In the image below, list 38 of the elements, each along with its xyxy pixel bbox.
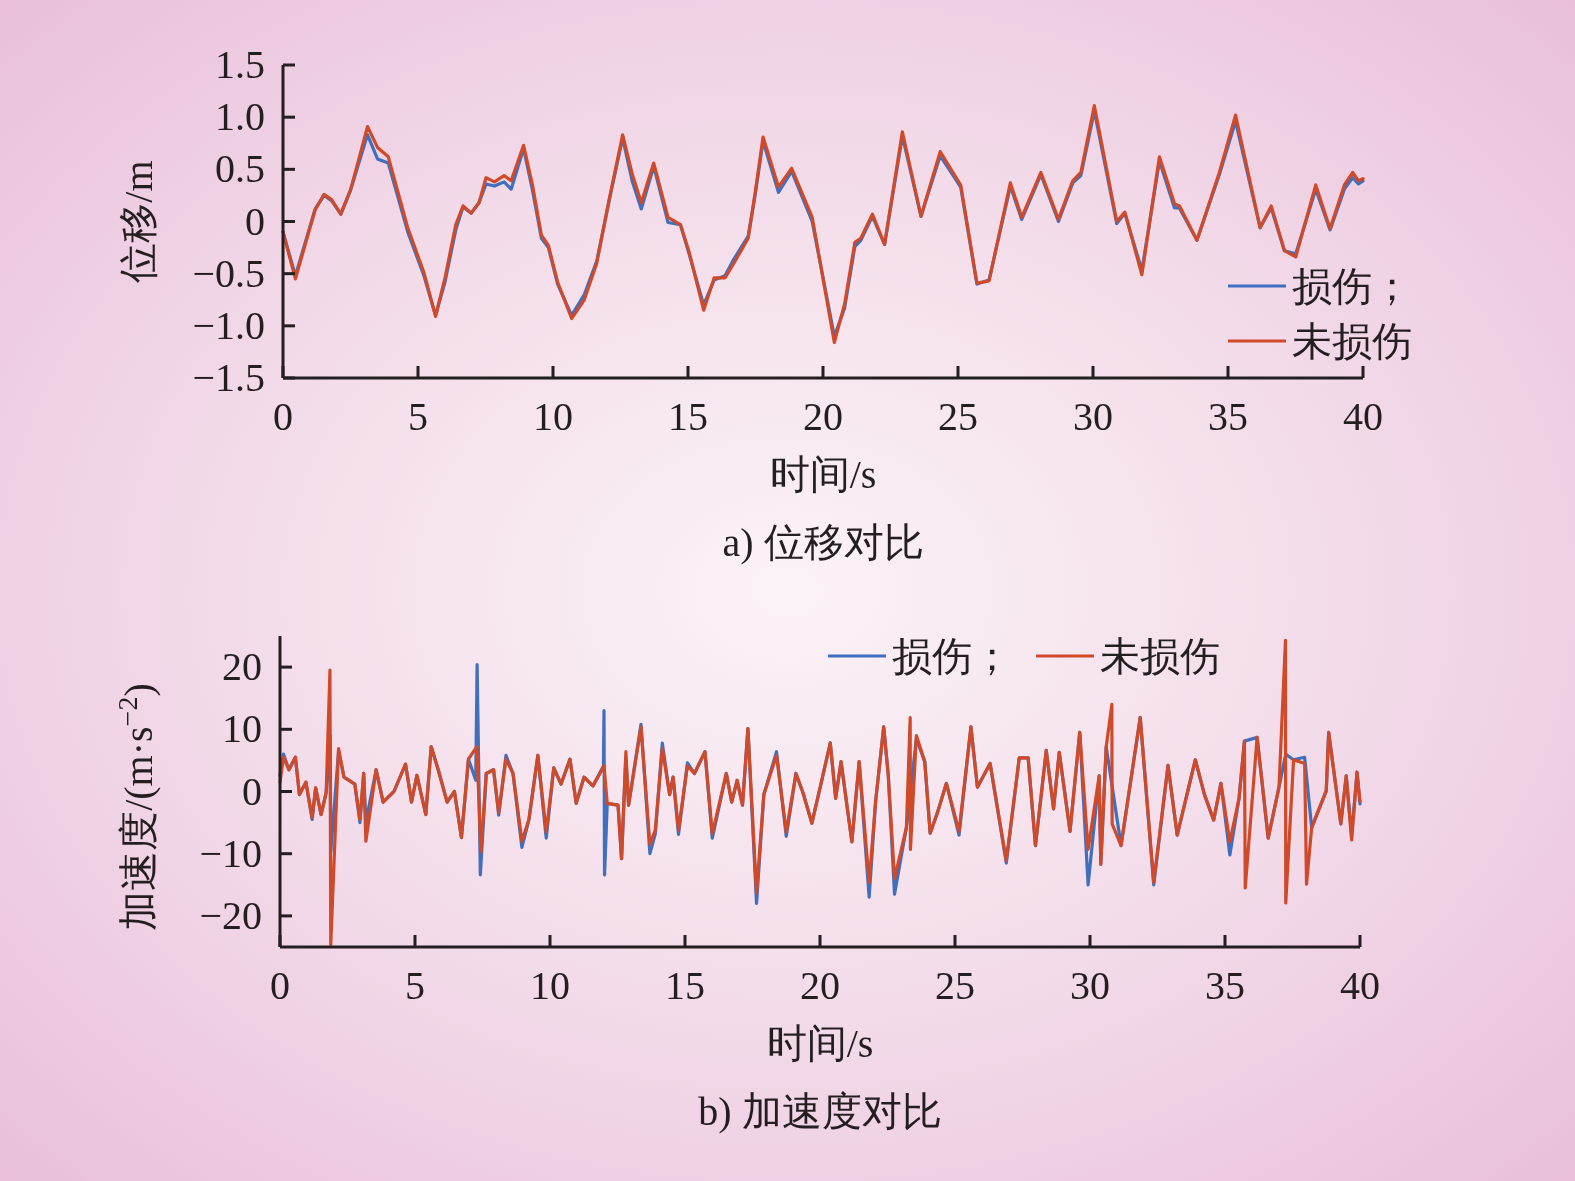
legend-label: 损伤； xyxy=(892,634,1012,679)
text: a) 位移对比 xyxy=(722,520,924,565)
y-tick-label: −1.5 xyxy=(192,355,265,400)
x-tick-label: 0 xyxy=(273,394,293,439)
legend-label: 未损伤 xyxy=(1292,319,1412,364)
y-tick-label: 10 xyxy=(222,706,262,752)
x-tick-label: 30 xyxy=(1070,963,1110,1008)
x-tick-label: 15 xyxy=(668,394,708,439)
y-tick-label: 20 xyxy=(222,644,262,690)
x-axis-title: 时间/s xyxy=(766,1021,874,1066)
x-tick-label: 35 xyxy=(1205,963,1245,1008)
x-tick-label: 40 xyxy=(1343,394,1383,439)
y-tick-label: −0.5 xyxy=(192,250,265,296)
y-tick-label: 0.5 xyxy=(215,146,265,192)
legend-label: 未损伤 xyxy=(1100,634,1220,679)
text: b) 加速度对比 xyxy=(698,1089,942,1134)
x-tick-label: 5 xyxy=(408,394,428,439)
x-tick-label: 25 xyxy=(935,963,975,1008)
x-axis-title: 时间/s xyxy=(769,452,877,497)
x-tick-label: 5 xyxy=(405,963,425,1008)
x-tick-label: 10 xyxy=(530,963,570,1008)
y-tick-label: 0 xyxy=(242,768,262,814)
x-tick-label: 15 xyxy=(665,963,705,1008)
legend-label: 损伤； xyxy=(1292,264,1412,309)
x-tick-label: 10 xyxy=(533,394,573,439)
x-tick-label: 20 xyxy=(800,963,840,1008)
x-tick-label: 25 xyxy=(938,394,978,439)
x-tick-label: 20 xyxy=(803,394,843,439)
y-tick-label: −1.0 xyxy=(192,302,265,348)
y-tick-label: −10 xyxy=(199,830,262,876)
y-tick-label: −20 xyxy=(199,892,262,938)
x-tick-label: 30 xyxy=(1073,394,1113,439)
y-tick-label: 1.5 xyxy=(215,42,265,87)
x-tick-label: 35 xyxy=(1208,394,1248,439)
x-tick-label: 40 xyxy=(1340,963,1380,1008)
y-tick-label: 1.0 xyxy=(215,94,265,140)
y-axis-title: 位移/m xyxy=(116,160,161,283)
y-tick-label: 0 xyxy=(245,198,265,244)
